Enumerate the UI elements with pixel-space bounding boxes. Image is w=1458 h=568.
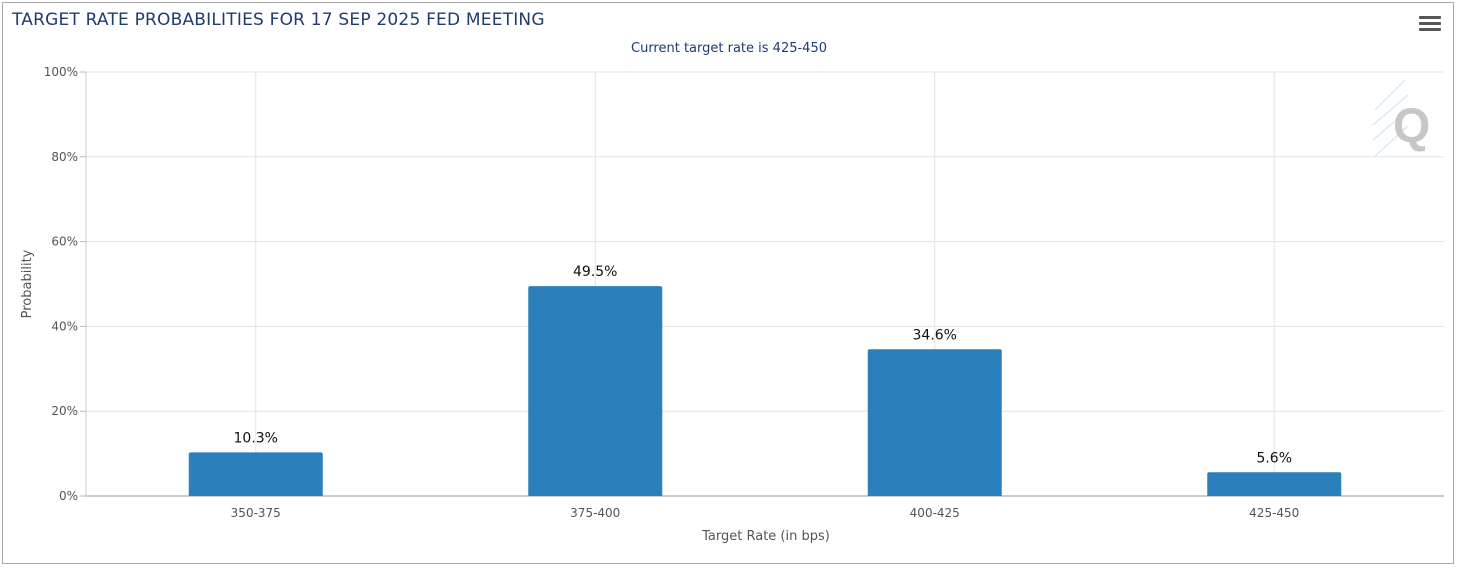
y-axis-tick-labels: 0% 20% 40% 60% 80% 100% xyxy=(44,65,78,503)
x-tick-label: 375-400 xyxy=(570,506,620,520)
y-tick-label: 80% xyxy=(51,150,78,164)
grid-lines xyxy=(80,71,1444,497)
data-label: 49.5% xyxy=(573,264,617,280)
data-label: 10.3% xyxy=(234,430,278,446)
y-axis-label: Probability xyxy=(20,249,35,318)
hamburger-menu-icon[interactable] xyxy=(1419,16,1441,34)
quikstrike-q-logo: Q xyxy=(1372,79,1430,157)
x-axis-label: Target Rate (in bps) xyxy=(701,529,830,544)
chart-subtitle: Current target rate is 425-450 xyxy=(631,41,827,56)
y-tick-label: 0% xyxy=(59,489,78,503)
x-tick-label: 425-450 xyxy=(1249,506,1299,520)
y-tick-label: 20% xyxy=(51,404,78,418)
data-label: 5.6% xyxy=(1256,450,1292,466)
x-tick-label: 400-425 xyxy=(910,506,960,520)
data-labels: 10.3% 49.5% 34.6% 5.6% xyxy=(234,264,1293,466)
data-label: 34.6% xyxy=(913,327,957,343)
x-tick-label: 350-375 xyxy=(231,506,281,520)
bar-350-375[interactable] xyxy=(188,452,323,496)
chart-title: TARGET RATE PROBABILITIES FOR 17 SEP 202… xyxy=(12,10,545,30)
bar-375-400[interactable] xyxy=(528,286,663,496)
bar-400-425[interactable] xyxy=(867,349,1002,496)
svg-text:Q: Q xyxy=(1393,100,1430,153)
bars xyxy=(188,286,1342,496)
y-tick-label: 100% xyxy=(44,65,78,79)
y-tick-label: 40% xyxy=(51,319,78,333)
bar-425-450[interactable] xyxy=(1207,472,1342,496)
y-tick-label: 60% xyxy=(51,235,78,249)
x-axis-tick-labels: 350-375 375-400 400-425 425-450 xyxy=(231,506,1300,520)
